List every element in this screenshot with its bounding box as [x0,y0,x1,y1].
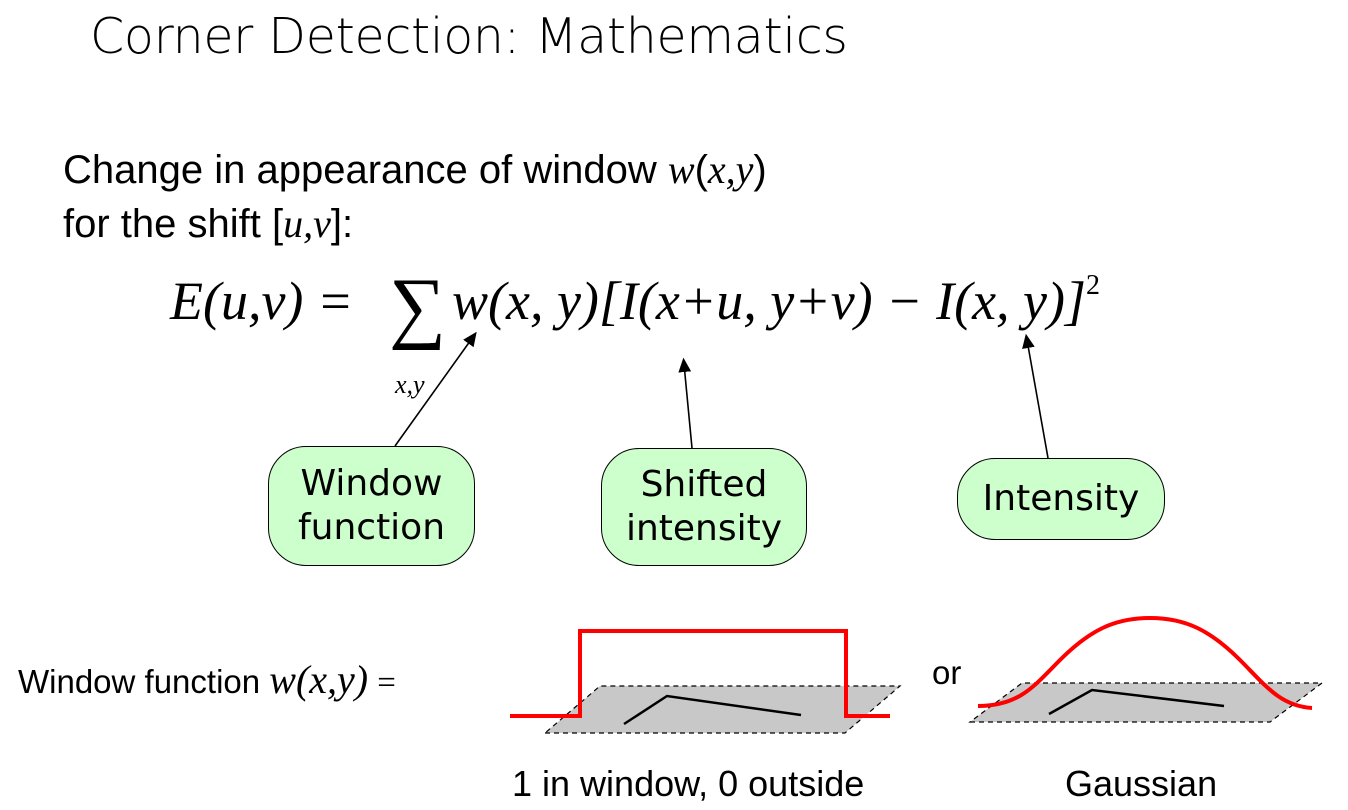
arrow-intensity [1022,333,1049,459]
box-window-caption: 1 in window, 0 outside [512,763,865,804]
gaussian-window-curve [977,615,1313,710]
box-window-curve [510,629,890,718]
arrow-window-function [394,331,477,447]
slide-title: Corner Detection: Mathematics [90,8,848,65]
window-symbol: w [667,147,695,192]
equation-body: w(x, y)[I(x+u, y+v) − I(x, y)]2 [452,270,1100,331]
intro-line-2: for the shift [u,v]: [63,201,354,246]
equation-lhs: E(u,v) = [170,271,354,331]
window-function-symbol: w(x,y) [269,657,369,702]
callout-intensity: Intensity [957,458,1165,540]
sum-subscript: x,y [395,370,425,399]
equation-exponent: 2 [1086,270,1100,301]
callout-window-function: Window function [268,446,475,566]
gaussian-edge-profile [1048,688,1225,716]
arrow-shifted-intensity [678,357,693,449]
gaussian-image-plane [968,682,1324,723]
window-function-label: Window function w(x,y) = [18,657,396,702]
intro-line-1: Change in appearance of window w(x,y) [63,147,767,192]
summation-sign: ∑ [389,263,447,351]
box-edge-profile [623,694,802,726]
gaussian-window-caption: Gaussian [1065,763,1218,804]
or-label: or [932,654,962,691]
energy-equation: E(u,v) = [170,270,353,332]
callout-shifted-intensity: Shifted intensity [601,448,807,566]
